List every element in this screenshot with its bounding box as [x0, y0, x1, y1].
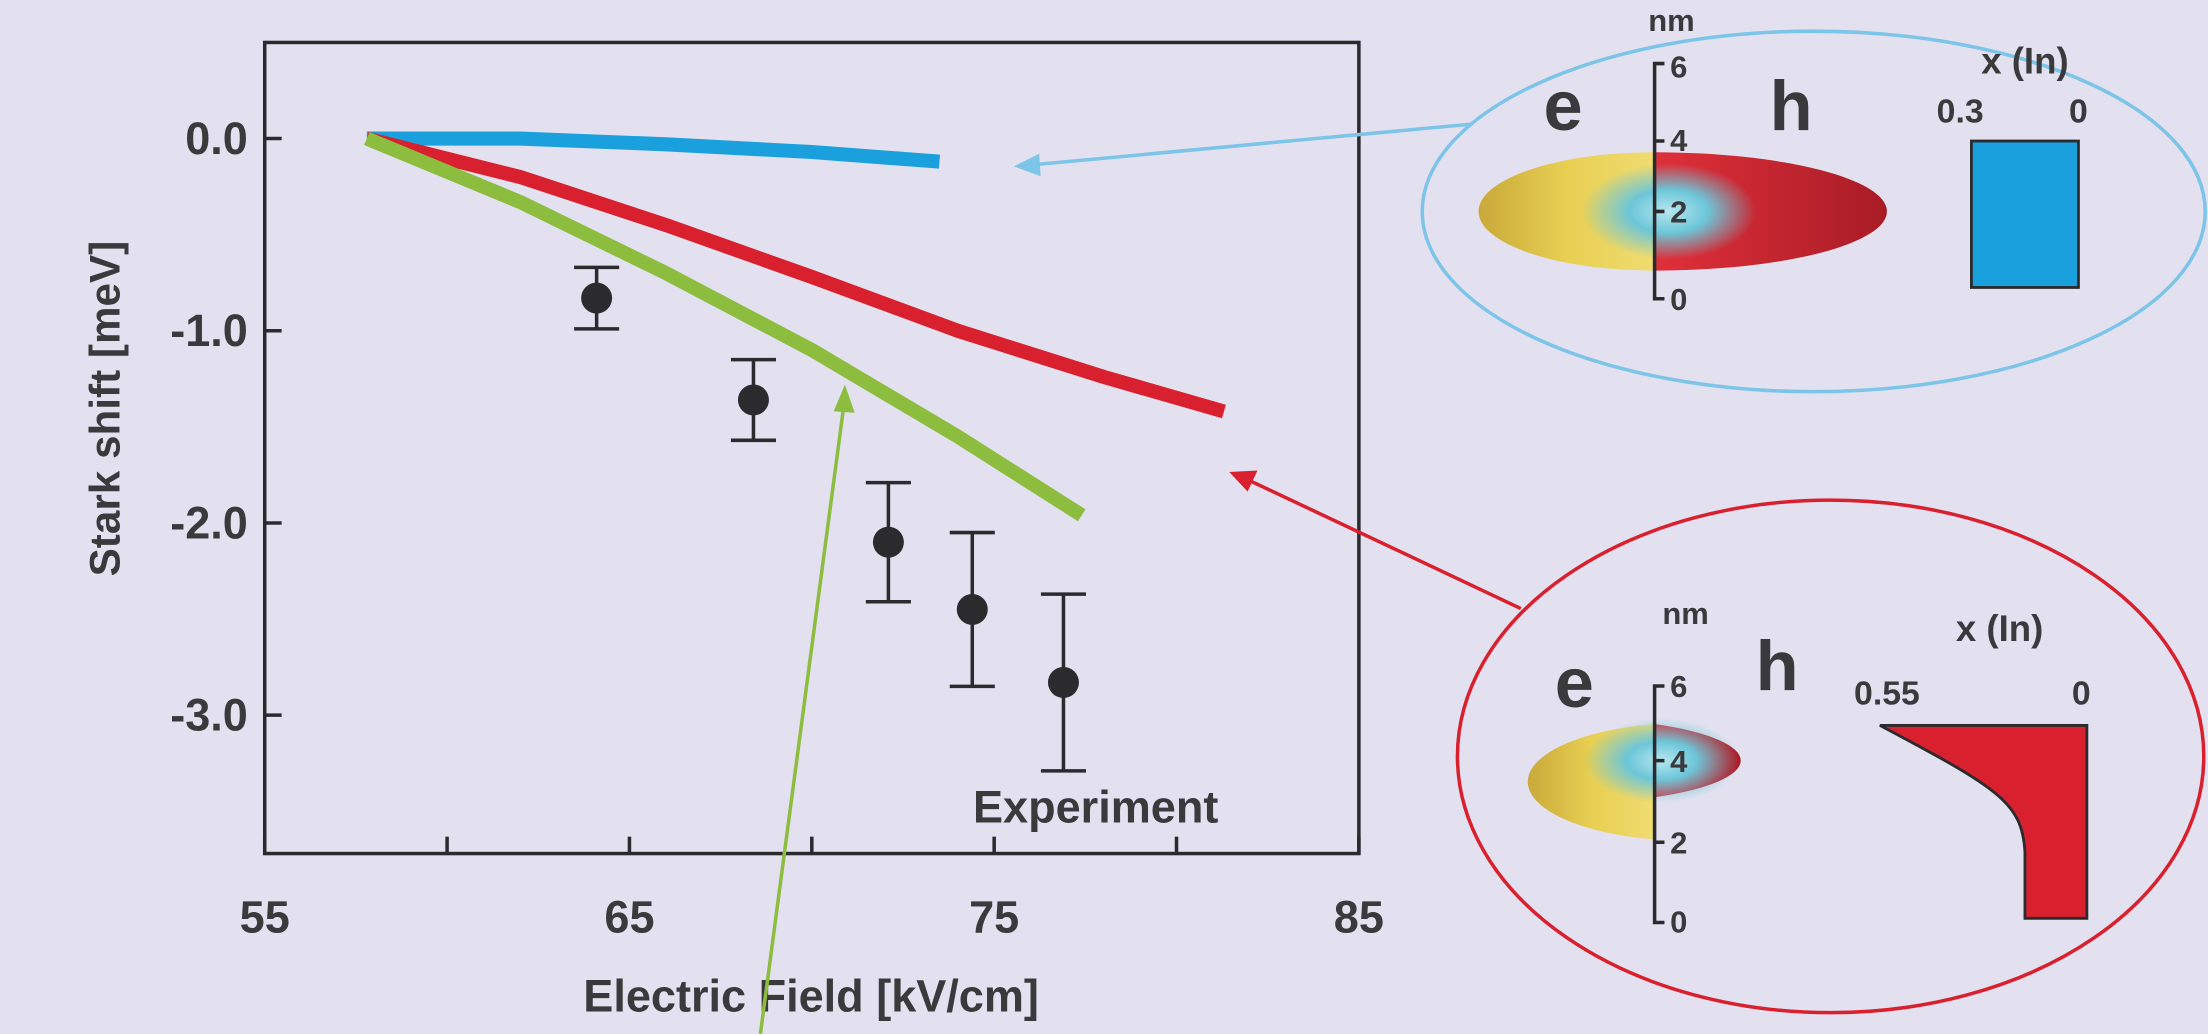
plot-area: 55 65 75 85 0.0 -1.0 -2.0 -3.0 Experiment: [170, 113, 1384, 942]
line-series: [367, 139, 1082, 516]
arrowhead: [834, 385, 855, 413]
profile-label: x (In): [1981, 40, 2068, 81]
electron-label: e: [1543, 66, 1582, 145]
x-tick-label: 75: [969, 891, 1019, 942]
inset-pure: nm 6 4 2 0 e h x (In) 0.3 0: [1422, 3, 2205, 391]
scale-label: 0: [1670, 904, 1687, 939]
figure: Stark shift [meV] Electric Field [kV/cm]…: [0, 0, 2208, 1034]
arrow: [1246, 479, 1521, 609]
scale-label: 2: [1670, 195, 1687, 230]
composition-profile: [1880, 725, 2087, 918]
arrow: [760, 397, 844, 1033]
overlap: [1581, 164, 1756, 260]
scale-label: 6: [1670, 669, 1687, 704]
y-tick-label: -2.0: [170, 497, 248, 548]
scale-label: 2: [1670, 826, 1687, 861]
x-tick-label: 55: [240, 891, 290, 942]
x-axis-label: Electric Field [kV/cm]: [583, 970, 1039, 1021]
data-point: [873, 527, 904, 558]
hole-label: h: [1756, 626, 1799, 705]
scale-unit: nm: [1648, 3, 1694, 38]
inset-graded: nm 6 4 2 0 e h x (In) 0.55 0: [1457, 500, 2203, 1013]
scale-label: 6: [1670, 50, 1687, 85]
arrow: [1031, 124, 1472, 165]
y-tick-label: -1.0: [170, 305, 248, 356]
data-point: [1048, 667, 1079, 698]
electron-label: e: [1555, 643, 1594, 722]
profile-tick: 0: [2072, 674, 2091, 712]
profile-tick: 0.55: [1854, 674, 1920, 712]
x-tick-label: 85: [1334, 891, 1384, 942]
y-tick-label: 0.0: [185, 113, 248, 164]
arrowhead: [1014, 154, 1041, 177]
profile-label: x (In): [1956, 608, 2043, 649]
profile-tick: 0.3: [1937, 93, 1984, 131]
y-tick-label: -3.0: [170, 690, 248, 741]
data-point: [738, 384, 769, 415]
x-tick-label: 65: [604, 891, 654, 942]
y-axis-label: Stark shift [meV]: [82, 241, 129, 577]
scale-label: 4: [1670, 123, 1688, 158]
line-series: [367, 139, 1224, 412]
composition-profile: [1971, 141, 2078, 287]
profile-tick: 0: [2069, 93, 2088, 131]
data-point: [957, 594, 988, 625]
scale-label: 4: [1670, 744, 1688, 779]
hole-label: h: [1770, 66, 1813, 145]
series-label: Experiment: [973, 782, 1218, 833]
scale-unit: nm: [1662, 596, 1708, 631]
scale-label: 0: [1670, 282, 1687, 317]
data-point: [581, 283, 612, 314]
annotation-arrows: [760, 124, 1520, 1034]
